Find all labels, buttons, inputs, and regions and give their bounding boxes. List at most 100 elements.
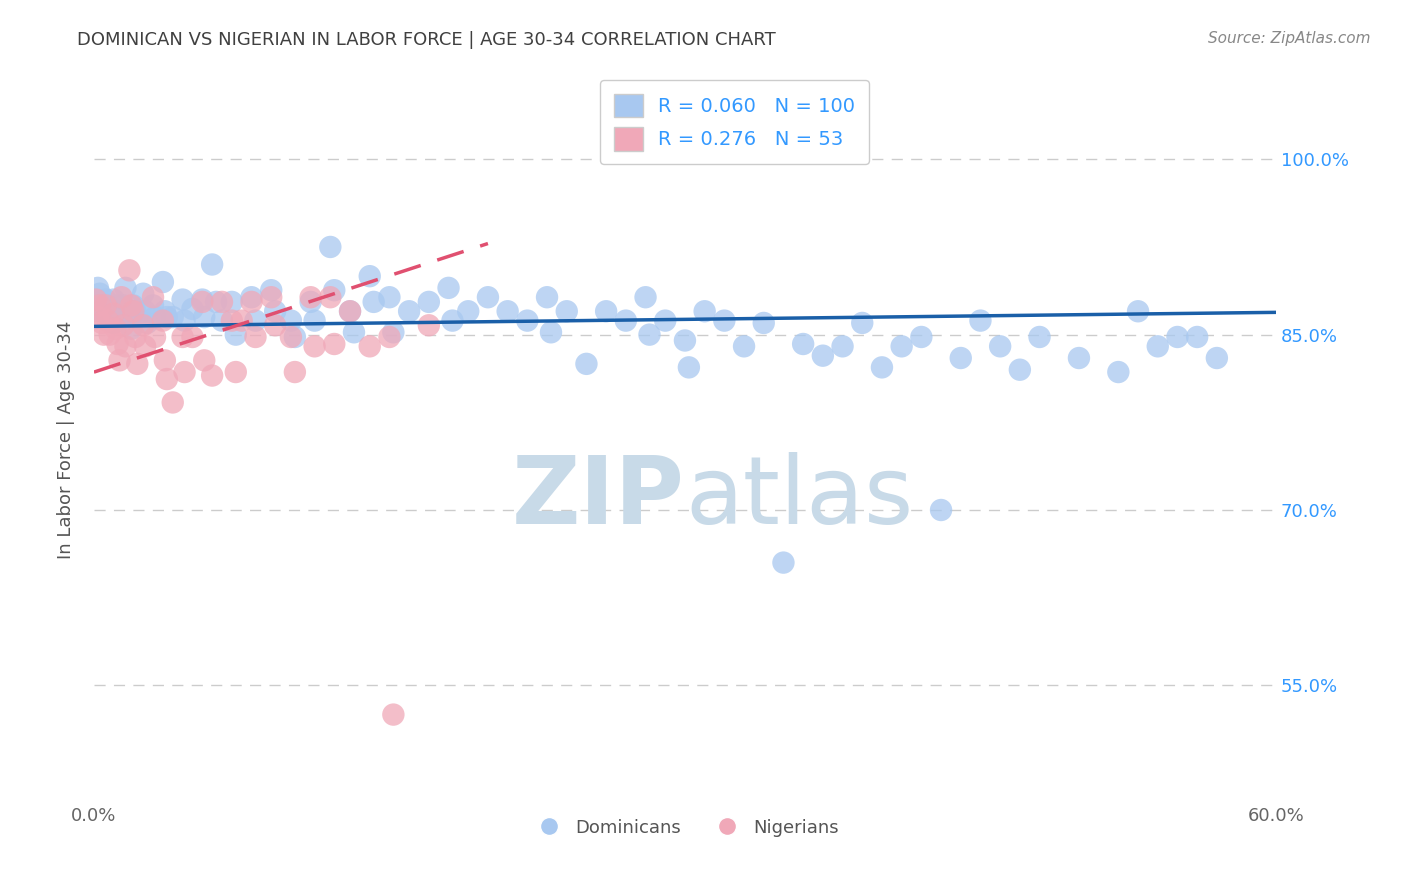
Point bbox=[84, 293, 107, 307]
Point bbox=[89, 298, 111, 312]
Point bbox=[693, 304, 716, 318]
Point bbox=[225, 365, 247, 379]
Point bbox=[201, 258, 224, 272]
Point bbox=[94, 293, 117, 307]
Point bbox=[1166, 330, 1188, 344]
Point bbox=[1028, 330, 1050, 344]
Point bbox=[172, 293, 194, 307]
Point bbox=[193, 353, 215, 368]
Text: ZIP: ZIP bbox=[512, 452, 685, 544]
Point bbox=[733, 339, 755, 353]
Point bbox=[98, 327, 121, 342]
Point bbox=[1008, 362, 1031, 376]
Point bbox=[441, 313, 464, 327]
Point bbox=[890, 339, 912, 353]
Point bbox=[97, 313, 120, 327]
Point bbox=[323, 337, 346, 351]
Point bbox=[1067, 351, 1090, 365]
Point bbox=[142, 290, 165, 304]
Point bbox=[240, 290, 263, 304]
Point bbox=[143, 310, 166, 324]
Point bbox=[1126, 304, 1149, 318]
Point bbox=[654, 313, 676, 327]
Point bbox=[540, 326, 562, 340]
Point bbox=[969, 313, 991, 327]
Point bbox=[1146, 339, 1168, 353]
Point bbox=[162, 310, 184, 324]
Point bbox=[181, 301, 204, 316]
Point bbox=[103, 316, 125, 330]
Point bbox=[418, 318, 440, 333]
Point bbox=[437, 281, 460, 295]
Point bbox=[90, 304, 112, 318]
Point bbox=[107, 298, 129, 312]
Point bbox=[792, 337, 814, 351]
Point bbox=[191, 293, 214, 307]
Point bbox=[378, 290, 401, 304]
Point bbox=[555, 304, 578, 318]
Point bbox=[94, 298, 117, 312]
Point bbox=[89, 286, 111, 301]
Point bbox=[284, 365, 307, 379]
Point bbox=[851, 316, 873, 330]
Point bbox=[496, 304, 519, 318]
Point bbox=[221, 313, 243, 327]
Point bbox=[93, 327, 115, 342]
Point bbox=[299, 290, 322, 304]
Point bbox=[87, 281, 110, 295]
Point bbox=[211, 294, 233, 309]
Point bbox=[127, 310, 149, 324]
Point bbox=[284, 330, 307, 344]
Point bbox=[134, 339, 156, 353]
Point bbox=[112, 298, 135, 312]
Point bbox=[87, 310, 110, 324]
Point bbox=[90, 316, 112, 330]
Point bbox=[752, 316, 775, 330]
Point bbox=[211, 313, 233, 327]
Point bbox=[124, 304, 146, 318]
Point bbox=[201, 368, 224, 383]
Point bbox=[398, 304, 420, 318]
Point bbox=[152, 275, 174, 289]
Point bbox=[280, 313, 302, 327]
Point bbox=[103, 307, 125, 321]
Point bbox=[118, 263, 141, 277]
Point bbox=[1107, 365, 1129, 379]
Point bbox=[114, 339, 136, 353]
Point bbox=[108, 353, 131, 368]
Point bbox=[382, 326, 405, 340]
Point bbox=[153, 304, 176, 318]
Point bbox=[103, 293, 125, 307]
Point bbox=[264, 304, 287, 318]
Point bbox=[339, 304, 361, 318]
Y-axis label: In Labor Force | Age 30-34: In Labor Force | Age 30-34 bbox=[58, 320, 75, 559]
Point bbox=[319, 290, 342, 304]
Point bbox=[134, 304, 156, 318]
Point bbox=[575, 357, 598, 371]
Point bbox=[110, 290, 132, 304]
Point bbox=[114, 281, 136, 295]
Point bbox=[929, 503, 952, 517]
Point bbox=[181, 330, 204, 344]
Point bbox=[136, 316, 159, 330]
Point bbox=[152, 313, 174, 327]
Point bbox=[673, 334, 696, 348]
Point bbox=[104, 322, 127, 336]
Point bbox=[156, 372, 179, 386]
Point bbox=[363, 294, 385, 309]
Point bbox=[614, 313, 637, 327]
Point bbox=[205, 294, 228, 309]
Point bbox=[173, 313, 195, 327]
Point bbox=[260, 283, 283, 297]
Point bbox=[457, 304, 479, 318]
Point bbox=[225, 327, 247, 342]
Point bbox=[156, 310, 179, 324]
Point bbox=[713, 313, 735, 327]
Point bbox=[127, 357, 149, 371]
Point bbox=[595, 304, 617, 318]
Point bbox=[678, 360, 700, 375]
Text: atlas: atlas bbox=[685, 452, 912, 544]
Point bbox=[988, 339, 1011, 353]
Point bbox=[110, 310, 132, 324]
Point bbox=[1185, 330, 1208, 344]
